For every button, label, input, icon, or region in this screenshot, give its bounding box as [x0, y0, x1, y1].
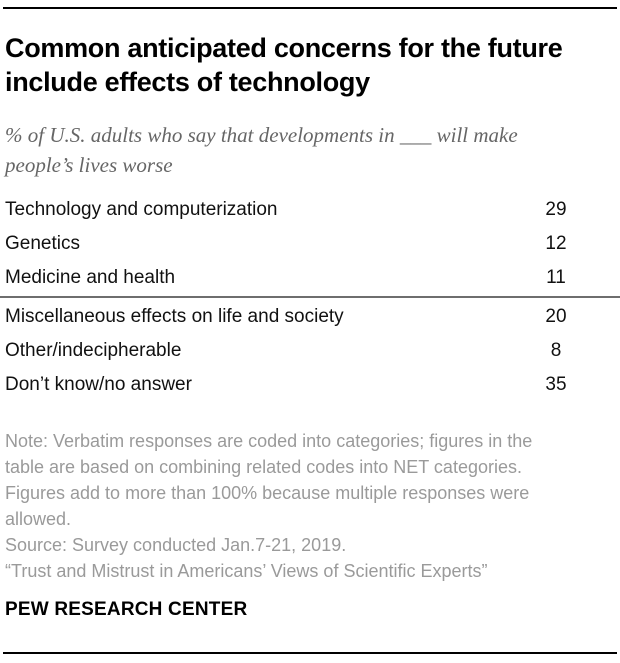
row-value: 11: [546, 267, 566, 288]
page-subtitle: % of U.S. adults who say that developmen…: [5, 123, 518, 177]
row-label: Other/indecipherable: [5, 340, 182, 361]
brand-logo: PEW RESEARCH CENTER: [5, 599, 248, 620]
table-row: Don’t know/no answer 35: [0, 368, 620, 402]
group-divider: [0, 296, 620, 298]
note-line: allowed.: [5, 509, 72, 529]
report-title: “Trust and Mistrust in Americans’ Views …: [5, 561, 488, 581]
row-value: 20: [545, 306, 567, 327]
row-label: Miscellaneous effects on life and societ…: [5, 306, 344, 327]
bottom-rule: [3, 652, 617, 654]
row-label: Genetics: [5, 233, 80, 254]
row-label: Medicine and health: [5, 267, 176, 288]
note-line: Figures add to more than 100% because mu…: [5, 483, 530, 503]
table-row: Technology and computerization 29: [0, 193, 620, 227]
footnote-block: Note: Verbatim responses are coded into …: [5, 428, 614, 584]
table-row: Other/indecipherable 8: [0, 334, 620, 368]
page-title: Common anticipated concerns for the futu…: [5, 33, 563, 97]
row-value: 12: [545, 233, 567, 254]
table-row: Genetics 12: [0, 227, 620, 261]
note-line: table are based on combining related cod…: [5, 457, 522, 477]
row-label: Technology and computerization: [5, 199, 278, 220]
source-text: Source: Survey conducted Jan.7-21, 2019.: [5, 535, 347, 555]
top-rule: [3, 7, 617, 9]
note-line: Note: Verbatim responses are coded into …: [5, 431, 533, 451]
row-value: 29: [545, 199, 567, 220]
stat-table: Technology and computerization 29 Geneti…: [0, 193, 620, 402]
row-value: 35: [545, 374, 567, 395]
table-row: Miscellaneous effects on life and societ…: [0, 300, 620, 334]
row-label: Don’t know/no answer: [5, 374, 192, 395]
row-value: 8: [550, 340, 562, 361]
table-row: Medicine and health 11: [0, 261, 620, 295]
